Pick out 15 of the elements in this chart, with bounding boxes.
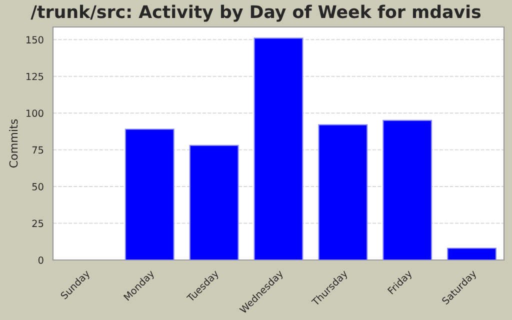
bar <box>318 124 368 260</box>
y-tick-label: 50 <box>32 183 44 190</box>
y-tick-label: 125 <box>26 72 44 80</box>
y-axis-title: Commits <box>9 119 18 168</box>
bar <box>447 248 496 260</box>
y-tick-label: 100 <box>26 110 44 117</box>
y-tick-label: 150 <box>26 36 44 44</box>
bar <box>254 38 304 260</box>
bar <box>382 120 432 260</box>
chart-title: /trunk/src: Activity by Day of Week for mdavis <box>30 4 481 22</box>
y-tick-label: 75 <box>32 146 44 154</box>
y-tick-label: 25 <box>32 220 44 228</box>
bar <box>124 128 174 260</box>
bar <box>189 144 239 260</box>
y-tick-label: 0 <box>38 256 44 264</box>
